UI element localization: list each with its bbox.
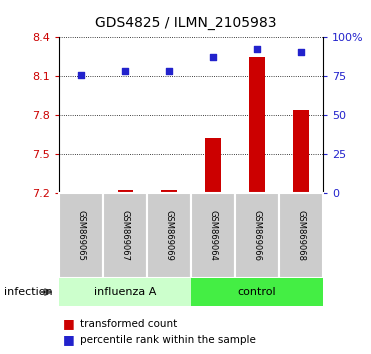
Text: infection: infection (4, 287, 52, 297)
Text: GSM869064: GSM869064 (209, 210, 217, 261)
Text: transformed count: transformed count (80, 319, 177, 329)
Bar (161, 190, 177, 193)
Text: ■: ■ (63, 333, 75, 346)
Text: influenza A: influenza A (94, 287, 157, 297)
Point (254, 46, 260, 52)
Bar (205, 138, 221, 193)
Bar (59, 278, 191, 306)
Text: GSM869066: GSM869066 (252, 210, 262, 261)
Point (122, 68, 128, 74)
Text: control: control (237, 287, 276, 297)
Text: GDS4825 / ILMN_2105983: GDS4825 / ILMN_2105983 (95, 16, 276, 30)
Text: percentile rank within the sample: percentile rank within the sample (80, 335, 256, 345)
Point (210, 55, 216, 60)
Bar (249, 57, 265, 193)
Bar (293, 110, 309, 193)
Bar (235, 193, 279, 278)
Point (166, 68, 172, 74)
Point (298, 49, 304, 55)
Text: GSM869069: GSM869069 (165, 210, 174, 261)
Bar (118, 190, 133, 193)
Bar (59, 193, 103, 278)
Bar (279, 193, 323, 278)
Point (78, 73, 84, 78)
Bar (191, 278, 323, 306)
Bar (73, 192, 89, 193)
Bar (103, 193, 147, 278)
Text: GSM869067: GSM869067 (121, 210, 130, 261)
Bar (191, 193, 235, 278)
Text: ■: ■ (63, 318, 75, 330)
Text: GSM869068: GSM869068 (296, 210, 305, 261)
Bar (147, 193, 191, 278)
Text: GSM869065: GSM869065 (77, 210, 86, 261)
